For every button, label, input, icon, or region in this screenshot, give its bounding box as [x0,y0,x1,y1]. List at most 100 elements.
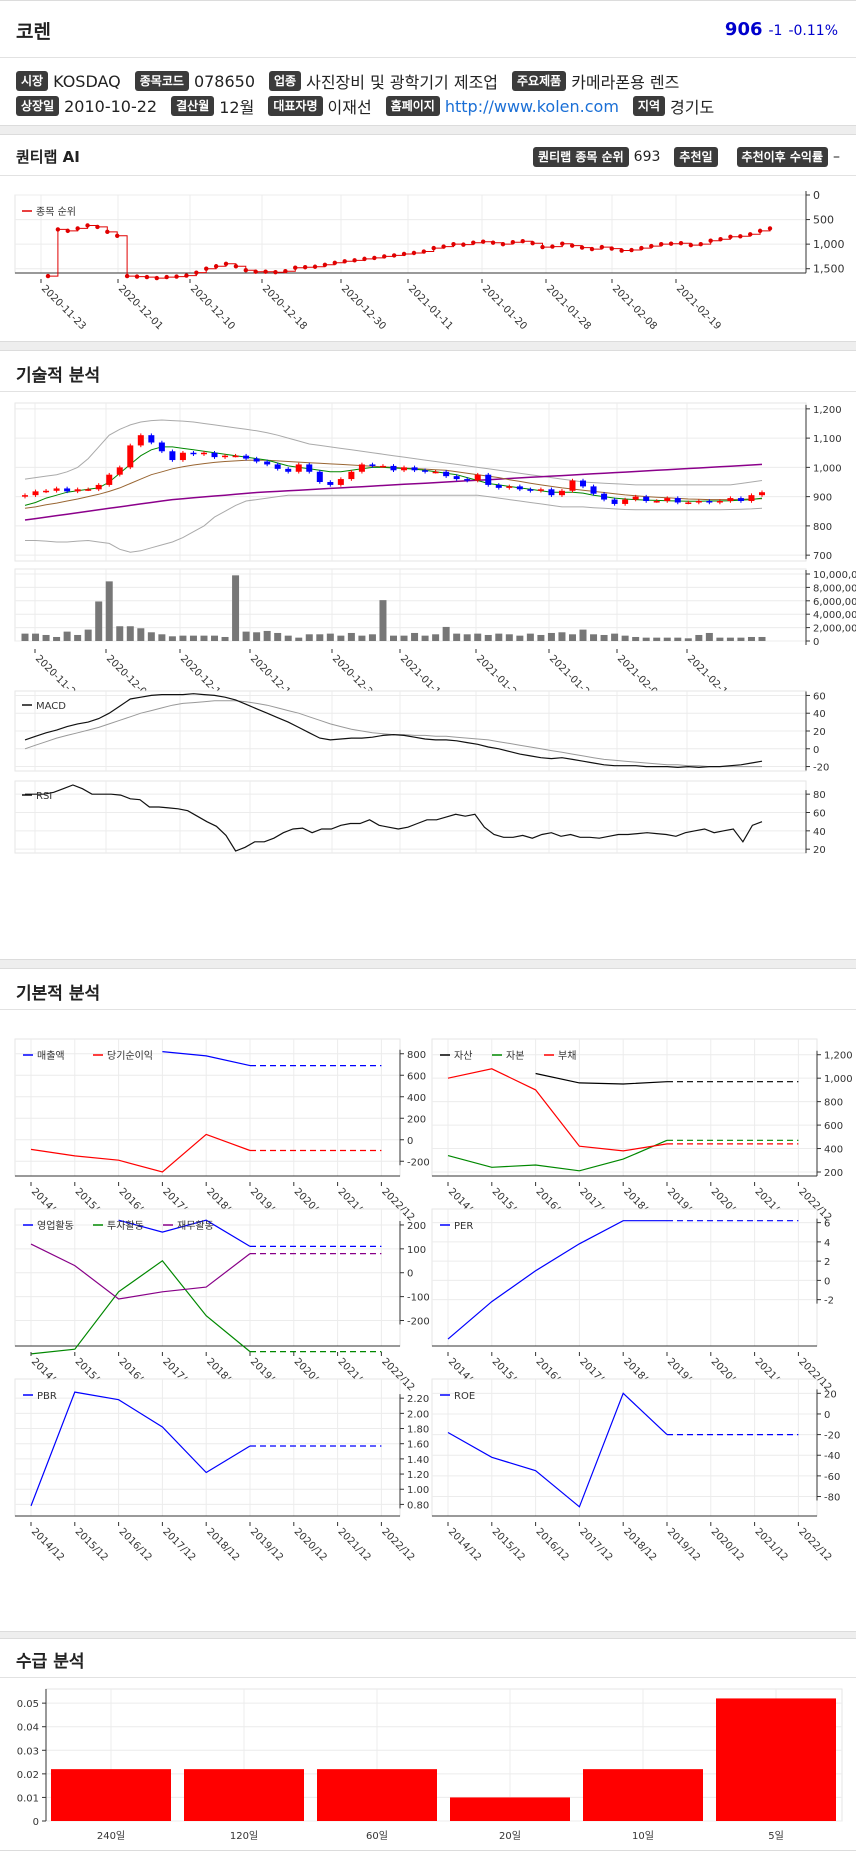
candle-body [527,489,534,491]
supply-xtick-label: 60일 [366,1830,388,1842]
volume-bar [74,634,82,641]
price-frame [14,402,807,562]
stock-price: 906 [724,19,763,40]
cashflow-ytick-label: 0 [407,1269,413,1280]
candle-body [295,464,302,472]
candle-body [285,468,292,472]
rank-xtick-label: 2020-12-18 [260,283,309,332]
volume-bar [695,634,703,641]
volume-bar [200,635,208,641]
volume-ytick-label: 10,000,000 [813,570,856,581]
volume-bar [484,634,492,641]
volume-bar [147,632,155,641]
rank-point [75,226,80,231]
roe-xtick-label: 2014/12 [446,1526,483,1563]
supply-title: 수급 분석 [16,1652,85,1672]
per-ytick-label: 2 [824,1257,830,1268]
volume-bar [495,633,503,641]
asset_debt-legend-label: 부채 [558,1050,576,1062]
candle-body [264,461,271,465]
candle-body [43,490,50,493]
rank-xtick-label: 2021-02-08 [610,283,659,332]
rank-point [372,255,377,261]
volume-bar [221,636,229,641]
pbr-ytick-label: 1.40 [407,1455,429,1466]
stock-price-box: 906 -1 -0.11% [725,19,838,40]
candle-body [390,465,397,471]
roe-xtick-label: 2017/12 [577,1526,614,1563]
rank-point [184,273,189,278]
rank-point [144,274,150,280]
roe-series-line [447,1392,668,1508]
volume-bar [126,626,134,641]
per-ytick-label: 4 [824,1238,830,1249]
rsi-line [25,784,763,852]
sales_income-frame [14,1038,401,1177]
roe-xtick-label: 2021/12 [752,1526,789,1563]
stock-change: -1 [768,23,783,39]
cashflow-series-line [30,1259,251,1355]
rank-point [659,241,664,247]
homepage-link[interactable]: http://www.kolen.com [444,96,619,116]
info-listing-date: 상장일 2010-10-22 [16,96,157,116]
price-ytick-label: 800 [813,522,832,533]
pbr-series-line [30,1391,251,1507]
candle-body [548,489,555,496]
candle-body [748,495,755,502]
candle-body [169,451,176,461]
rank-ytick-label: 1,500 [813,263,845,276]
volume-bar [432,634,440,641]
asset_debt-ytick-label: 1,000 [824,1074,853,1085]
supply-ytick-label: 0.05 [17,1699,39,1710]
volume-bar [242,631,250,641]
supply-bar [716,1698,836,1821]
sales_income-legend-label: 매출액 [37,1050,65,1062]
volume-bar [684,638,692,641]
rank-point [708,238,713,243]
asset_debt-ytick-label: 1,200 [824,1051,853,1062]
rank-point [569,243,575,248]
candle-body [537,489,544,491]
volume-bar [116,626,124,641]
volume-bar [516,635,524,641]
volume-bar [621,635,629,641]
volume-bar [579,629,587,641]
asset_debt-legend-label: 자산 [454,1050,472,1062]
roe-ytick-label: 0 [824,1410,830,1421]
candle-body [590,486,597,494]
rank-point [431,245,436,251]
volume-bar [758,636,766,641]
technical-charts: 1,2001,1001,00090080070010,000,0008,000,… [14,402,856,856]
volume-bar [53,636,61,641]
volume-bar [558,632,566,641]
pbr-ytick-label: 1.20 [407,1470,429,1481]
rank-point [332,260,338,266]
candle-body [569,480,576,491]
pbr-ytick-label: 2.00 [407,1409,429,1420]
per-series-line [447,1220,667,1340]
rank-point [213,264,219,269]
rsi-ytick-label: 40 [813,827,826,838]
pbr-xtick-label: 2018/12 [204,1526,241,1563]
rank-point [194,270,199,275]
candle-body [222,455,229,458]
rank-point [510,239,516,245]
candle-body [422,470,429,472]
candle-body [516,486,523,490]
rank-frame [14,194,807,274]
rank-point [382,254,387,259]
rank-point [649,243,654,249]
rank-point [550,244,555,249]
rank-point [312,264,318,269]
pbr-ytick-label: 1.80 [407,1425,429,1436]
volume-bar [568,634,576,641]
fund-title: 기본적 분석 [16,984,101,1004]
volume-bar [379,600,387,641]
candle-body [432,471,439,474]
info-ceo: 대표자명 이재선 [268,94,372,118]
volume-bar [737,637,745,641]
rank-point [115,233,120,238]
candle-body [664,498,671,502]
volume-bar [295,637,303,641]
rank-point [530,240,535,246]
